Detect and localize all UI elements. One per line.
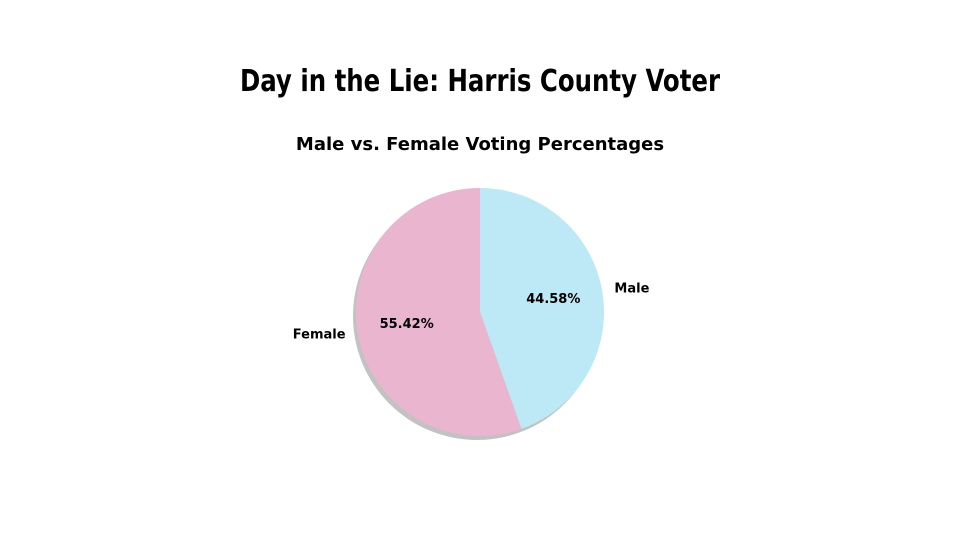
pie-slice (480, 188, 604, 429)
slice-label: Male (614, 281, 649, 296)
slide-title: Day in the Lie: Harris County Voter (240, 64, 721, 99)
value-label: 55.42% (380, 317, 434, 332)
pie-chart: Male 44.58% Female 55.42% (293, 188, 650, 440)
chart-title: Male vs. Female Voting Percentages (296, 134, 664, 155)
value-label: 44.58% (526, 292, 580, 307)
pie-slice (355, 188, 522, 437)
slice-label: Female (293, 328, 346, 343)
